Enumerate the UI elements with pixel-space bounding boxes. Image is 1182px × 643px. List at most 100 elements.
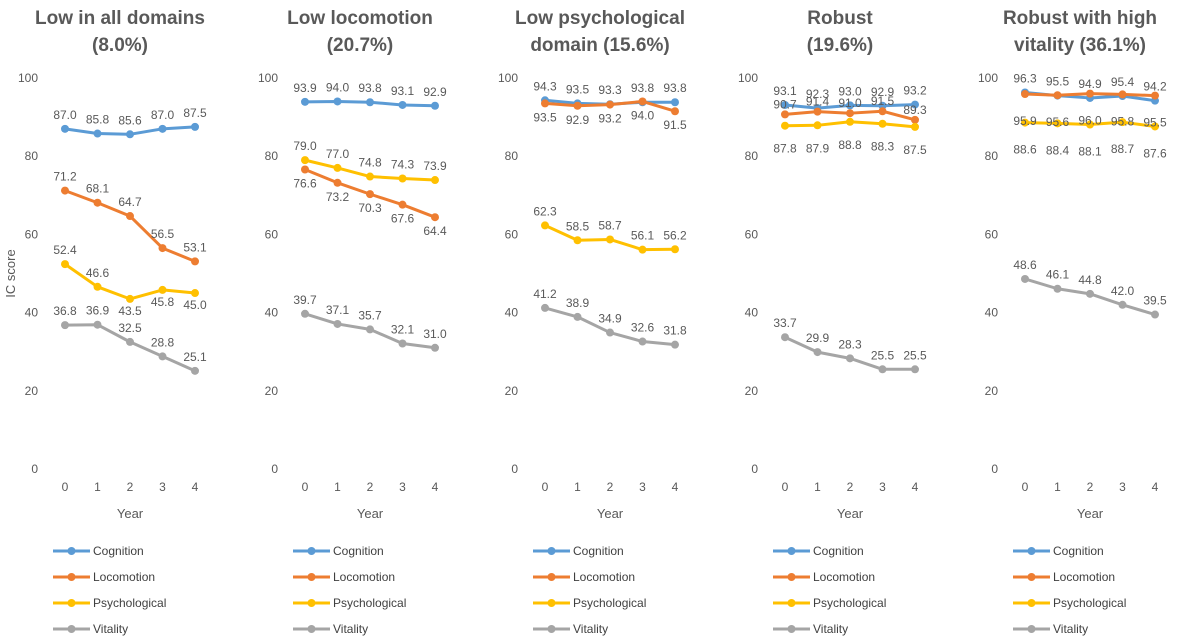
- legend-marker-vitality: [787, 625, 796, 633]
- data-label-vitality: 37.1: [326, 303, 350, 317]
- legend-marker-psychological: [787, 599, 796, 607]
- data-label-vitality: 33.7: [773, 316, 797, 330]
- data-label-locomotion: 93.5: [533, 110, 557, 124]
- data-point-vitality: [911, 365, 919, 374]
- chart-title-line-2: (19.6%): [807, 35, 874, 56]
- data-point-locomotion: [878, 107, 887, 116]
- data-label-psychological: 73.9: [423, 159, 447, 173]
- data-label-cognition: 87.0: [151, 108, 175, 122]
- data-point-psychological: [573, 236, 582, 245]
- chart-title-line-2: (8.0%): [92, 35, 148, 56]
- data-point-cognition: [398, 100, 407, 109]
- data-point-psychological: [158, 285, 167, 294]
- legend-label-locomotion: Locomotion: [333, 570, 395, 584]
- y-tick-label: 40: [265, 306, 279, 320]
- data-point-cognition: [333, 97, 342, 106]
- data-label-psychological: 58.5: [566, 219, 590, 233]
- data-label-psychological: 77.0: [326, 147, 350, 161]
- data-point-psychological: [1086, 120, 1094, 129]
- y-tick-label: 40: [25, 306, 39, 320]
- data-label-locomotion: 91.0: [838, 96, 862, 110]
- legend-marker-vitality: [307, 625, 316, 633]
- legend-label-cognition: Cognition: [93, 544, 144, 558]
- y-tick-label: 60: [25, 227, 39, 241]
- x-axis-title: Year: [597, 506, 624, 521]
- legend-label-vitality: Vitality: [1053, 622, 1088, 636]
- y-tick-label: 80: [505, 149, 519, 163]
- data-label-locomotion: 95.5: [1143, 116, 1167, 130]
- data-label-locomotion: 91.5: [663, 118, 687, 132]
- x-tick-label: 2: [127, 480, 134, 494]
- data-point-psychological: [671, 245, 679, 254]
- data-label-cognition: 93.2: [903, 84, 927, 98]
- data-label-vitality: 31.8: [663, 324, 687, 338]
- data-label-locomotion: 91.5: [871, 94, 895, 108]
- data-label-locomotion: 76.6: [293, 176, 317, 190]
- x-tick-label: 4: [432, 480, 439, 494]
- data-point-locomotion: [541, 99, 549, 108]
- panel-4: Robust (19.6%) 0 20 40 60 80 100 0 1 2 3 4 Year 93.1 92…: [738, 8, 927, 636]
- y-tick-label: 60: [265, 227, 279, 241]
- data-label-locomotion: 64.4: [423, 224, 447, 238]
- data-point-locomotion: [573, 101, 582, 110]
- data-label-vitality: 36.9: [86, 304, 110, 318]
- data-point-locomotion: [1086, 89, 1094, 98]
- data-label-psychological: 88.4: [1046, 143, 1070, 157]
- y-tick-label: 20: [25, 384, 39, 398]
- data-label-cognition: 92.3: [806, 87, 830, 101]
- data-point-psychological: [813, 121, 822, 130]
- legend-marker-locomotion: [307, 573, 316, 581]
- legend-marker-vitality: [67, 625, 76, 633]
- data-point-psychological: [1053, 119, 1062, 128]
- data-point-psychological: [846, 117, 854, 126]
- y-tick-label: 0: [271, 462, 278, 476]
- y-tick-label: 20: [505, 384, 519, 398]
- data-point-locomotion: [333, 178, 342, 187]
- data-point-vitality: [398, 339, 407, 348]
- legend-label-psychological: Psychological: [1053, 596, 1126, 610]
- data-point-psychological: [93, 282, 102, 291]
- y-tick-label: 80: [25, 149, 39, 163]
- data-point-cognition: [158, 124, 167, 133]
- data-point-vitality: [781, 333, 789, 342]
- data-label-cognition: 93.5: [566, 82, 590, 96]
- x-axis-title: Year: [1077, 506, 1104, 521]
- data-label-locomotion: 92.9: [566, 113, 590, 127]
- data-label-vitality: 34.9: [598, 312, 622, 326]
- data-point-psychological: [398, 174, 407, 183]
- x-tick-label: 2: [607, 480, 614, 494]
- data-label-locomotion: 67.6: [391, 212, 415, 226]
- data-point-psychological: [191, 289, 199, 298]
- legend-marker-psychological: [1027, 599, 1036, 607]
- data-label-locomotion: 95.9: [1013, 114, 1037, 128]
- data-label-psychological: 52.4: [53, 243, 77, 257]
- y-tick-label: 80: [265, 149, 279, 163]
- x-tick-label: 3: [159, 480, 166, 494]
- data-point-vitality: [573, 312, 582, 321]
- data-point-locomotion: [638, 97, 647, 106]
- data-point-cognition: [431, 101, 439, 110]
- legend-label-vitality: Vitality: [93, 622, 128, 636]
- data-point-locomotion: [158, 244, 167, 253]
- data-label-cognition: 92.9: [423, 85, 447, 99]
- data-label-cognition: 95.5: [1046, 75, 1070, 89]
- data-point-psychological: [911, 122, 919, 131]
- legend-label-psychological: Psychological: [573, 596, 646, 610]
- data-point-psychological: [333, 163, 342, 172]
- data-label-locomotion: 56.5: [151, 227, 175, 241]
- data-point-vitality: [1021, 274, 1029, 283]
- data-point-psychological: [541, 221, 549, 230]
- legend-label-cognition: Cognition: [813, 544, 864, 558]
- x-axis-title: Year: [117, 506, 144, 521]
- data-label-locomotion: 71.2: [53, 170, 77, 184]
- data-point-cognition: [93, 129, 102, 138]
- data-point-vitality: [878, 365, 887, 374]
- legend-label-locomotion: Locomotion: [1053, 570, 1115, 584]
- data-label-psychological: 88.3: [871, 140, 895, 154]
- data-label-vitality: 36.8: [53, 304, 77, 318]
- data-point-vitality: [1086, 289, 1094, 298]
- x-tick-label: 1: [94, 480, 101, 494]
